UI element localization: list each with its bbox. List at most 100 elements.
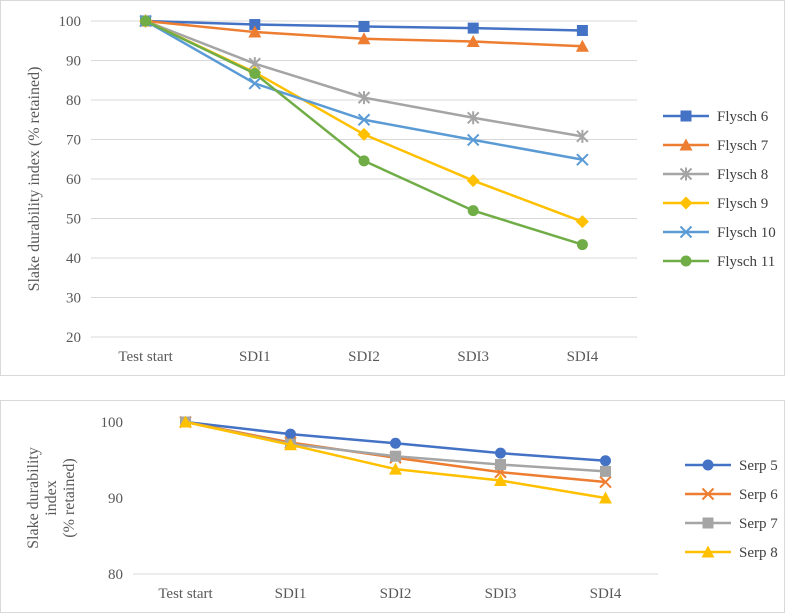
- data-point: [357, 91, 371, 105]
- data-point: [248, 77, 262, 90]
- x-tick-label: Test start: [118, 349, 173, 365]
- series-flysch-7: [139, 14, 589, 52]
- data-point: [466, 35, 480, 48]
- legend-label: Serp 6: [739, 487, 778, 503]
- x-tick-label: SDI3: [457, 349, 489, 365]
- y-tick-label: 80: [66, 93, 81, 109]
- legend-label: Flysch 10: [717, 225, 776, 241]
- legend-marker: [679, 138, 693, 151]
- data-point: [576, 24, 588, 36]
- legend-label: Flysch 6: [717, 109, 769, 125]
- data-point: [285, 428, 296, 440]
- y-axis-title-line: Slake durability index (% retained): [26, 67, 43, 292]
- series-flysch-11: [140, 15, 588, 251]
- data-point: [599, 475, 612, 489]
- series-serp-8: [179, 415, 612, 504]
- data-point: [358, 21, 370, 33]
- data-point: [249, 68, 261, 80]
- legend-item-serp-8: Serp 8: [685, 545, 778, 561]
- data-point: [179, 415, 192, 428]
- legend-marker: [702, 517, 714, 529]
- data-point: [249, 19, 261, 31]
- flysch-chart: 20 30 40 50 60 70 80 90 100 Test start SDI1 SDI2 SDI…: [26, 14, 776, 365]
- legend-item-flysch-8: Flysch 8: [663, 167, 768, 183]
- data-point: [600, 455, 611, 467]
- legend-item-flysch-6: Flysch 6: [663, 109, 769, 125]
- y-tick-label: 40: [66, 251, 81, 267]
- data-point: [576, 129, 589, 143]
- legend-item-flysch-7: Flysch 7: [663, 138, 769, 154]
- data-point: [140, 15, 152, 27]
- y-axis-title: Slake durabilityindex(% retained): [25, 447, 78, 549]
- y-tick-label: 100: [59, 14, 82, 30]
- x-tick-label: SDI1: [239, 349, 271, 365]
- y-axis-title-line: Slake durability: [25, 447, 42, 549]
- legend-label: Serp 8: [739, 545, 778, 561]
- data-point: [390, 437, 401, 449]
- legend-marker: [702, 459, 714, 471]
- data-point: [466, 111, 480, 125]
- series-flysch-9: [139, 14, 589, 229]
- legend-marker: [680, 255, 692, 267]
- legend-item-serp-6: Serp 6: [685, 487, 778, 503]
- y-axis-title-line: index: [43, 480, 60, 516]
- x-tick-label: SDI4: [590, 586, 622, 602]
- data-point: [357, 113, 371, 126]
- data-point: [466, 174, 480, 188]
- y-tick-label: 60: [66, 172, 81, 188]
- flysch-chart-panel: 20 30 40 50 60 70 80 90 100 Test start SDI1 SDI2 SDI…: [0, 0, 785, 376]
- data-point: [390, 450, 401, 462]
- x-tick-label: SDI2: [380, 586, 412, 602]
- x-tick-label: SDI4: [567, 349, 599, 365]
- x-tick-label: SDI1: [275, 586, 307, 602]
- legend-marker: [679, 196, 693, 210]
- legend-item-serp-7: Serp 7: [685, 516, 778, 532]
- legend-marker: [679, 225, 693, 239]
- legend-item-flysch-11: Flysch 11: [663, 254, 775, 270]
- legend-item-serp-5: Serp 5: [685, 458, 778, 474]
- data-point: [358, 155, 370, 167]
- data-point: [284, 438, 297, 451]
- serp-chart-panel: 80 90 100 Test start SDI1 SDI2 SDI3 SDI4 Slake d…: [0, 400, 785, 613]
- legend-label: Serp 5: [739, 458, 778, 474]
- legend-item-flysch-10: Flysch 10: [663, 225, 776, 241]
- legend-label: Flysch 7: [717, 138, 769, 154]
- data-point: [494, 474, 507, 487]
- data-point: [389, 462, 402, 475]
- y-axis-title-line: (% retained): [61, 458, 78, 538]
- data-point: [467, 205, 479, 217]
- y-tick-label: 30: [66, 291, 81, 307]
- y-tick-label: 50: [66, 212, 81, 228]
- data-point: [495, 447, 506, 459]
- data-point: [576, 153, 589, 166]
- data-point: [575, 215, 589, 229]
- legend-label: Serp 7: [739, 516, 778, 532]
- data-point: [467, 22, 479, 34]
- y-tick-label: 100: [101, 415, 124, 431]
- data-point: [357, 127, 371, 141]
- legend-label: Flysch 9: [717, 196, 768, 212]
- data-point: [466, 133, 480, 147]
- y-tick-label: 90: [108, 491, 123, 507]
- x-tick-label: SDI2: [348, 349, 380, 365]
- series-line: [145, 19, 583, 223]
- legend-item-flysch-9: Flysch 9: [663, 196, 768, 212]
- data-point: [599, 491, 612, 504]
- y-axis-title: Slake durability index (% retained): [26, 67, 43, 292]
- legend-marker: [680, 110, 692, 122]
- y-tick-label: 90: [66, 54, 81, 70]
- data-point: [575, 39, 589, 52]
- data-point: [576, 239, 588, 251]
- data-point: [248, 25, 262, 38]
- legend-marker: [701, 487, 715, 501]
- x-tick-label: Test start: [158, 586, 213, 602]
- y-tick-label: 20: [66, 330, 81, 346]
- data-point: [600, 465, 611, 477]
- y-tick-label: 80: [108, 567, 123, 583]
- y-tick-label: 70: [66, 133, 81, 149]
- legend-marker: [679, 167, 693, 181]
- legend-marker: [701, 545, 715, 558]
- legend-label: Flysch 11: [717, 254, 775, 270]
- x-tick-label: SDI3: [485, 586, 517, 602]
- legend-label: Flysch 8: [717, 167, 768, 183]
